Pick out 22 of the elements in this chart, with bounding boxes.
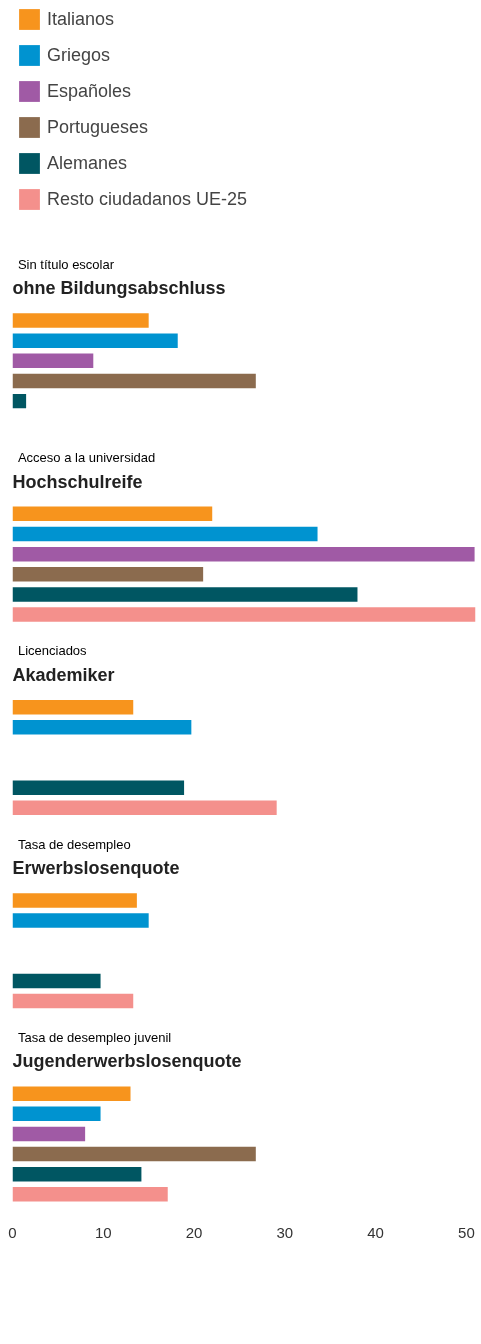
annotation: Tasa de desempleo juvenil	[17, 1029, 172, 1045]
text: Sin título escolar	[17, 256, 115, 272]
annotation: Licenciados	[17, 643, 88, 659]
x-tick-label: 50	[458, 1223, 475, 1241]
annotation: Tasa de desempleo	[17, 836, 131, 852]
x-tick-label: 40	[367, 1223, 384, 1241]
x-tick-label: 30	[276, 1223, 294, 1241]
y-tick-label: ohne Bildungsabschluss	[12, 278, 226, 299]
legend-label: Alemanes	[47, 152, 128, 174]
y-tick-label: Jugenderwerbslosenquote	[12, 1051, 242, 1072]
x-tick-label: 10	[94, 1223, 112, 1241]
legend-label: Españoles	[47, 80, 132, 102]
x-tick-label: 20	[185, 1223, 203, 1241]
legend-label: Portugueses	[47, 116, 149, 138]
x-tick-label: 0	[8, 1223, 17, 1241]
y-tick-label: Erwerbslosenquote	[12, 858, 180, 879]
annotation: Acceso a la universidad	[17, 450, 156, 465]
legend-label: Griegos	[47, 44, 111, 66]
y-tick-label: Hochschulreife	[12, 471, 143, 492]
legend-label: Resto ciudadanos UE-25	[47, 188, 248, 210]
legend-label: Italianos	[47, 8, 115, 30]
y-tick-label: Akademiker	[12, 664, 115, 685]
